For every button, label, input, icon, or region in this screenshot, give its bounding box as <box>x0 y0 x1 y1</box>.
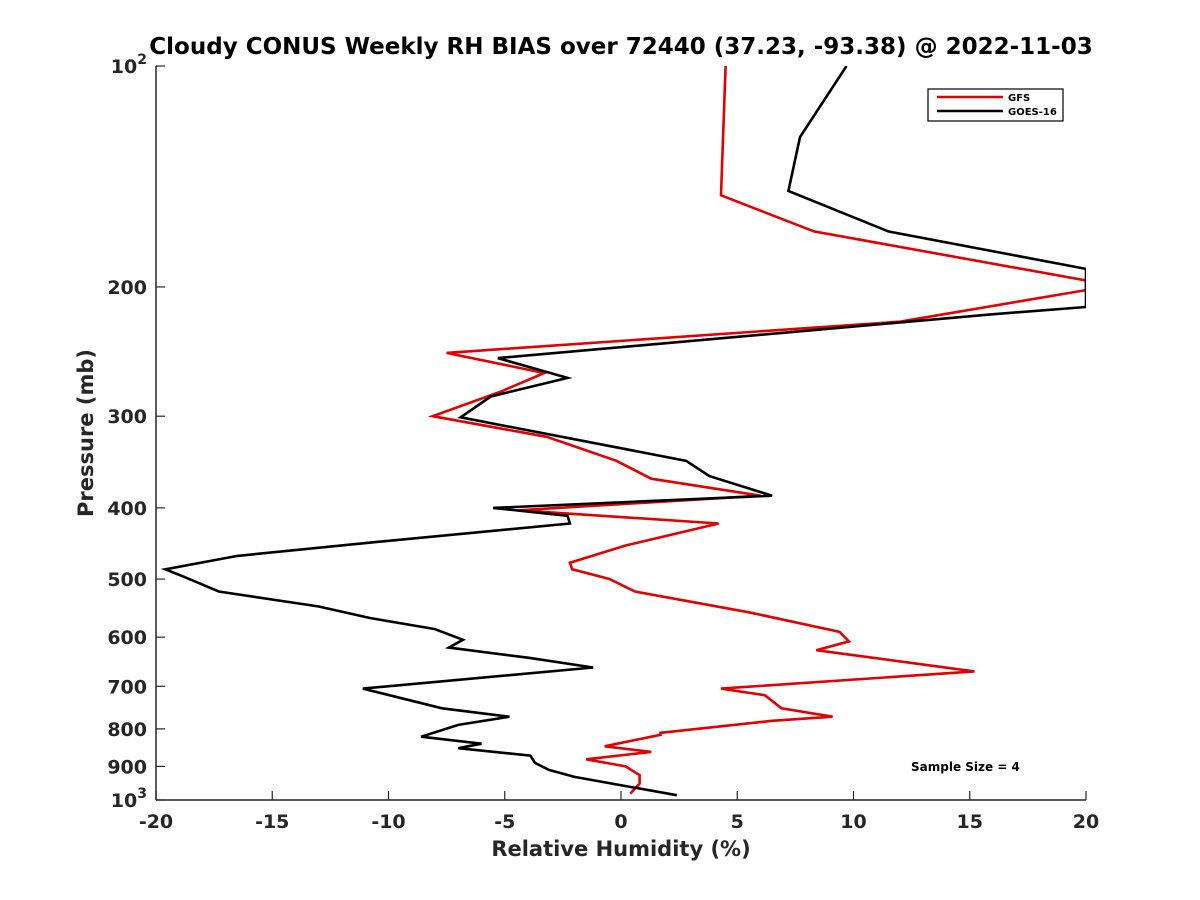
y-ticks: 102 200 300 400 500 600 700 800 900 103 <box>107 52 165 812</box>
x-tick-label: -20 <box>139 811 173 833</box>
y-axis-label: Pressure (mb) <box>74 349 98 517</box>
y-tick-label: 300 <box>107 406 147 428</box>
legend-label-gfs: GFS <box>1008 93 1030 104</box>
series-line-goes16 <box>160 66 1086 797</box>
y-tick-label: 200 <box>107 277 147 299</box>
series-layer <box>160 66 1086 797</box>
y-tick-label: 600 <box>107 627 147 649</box>
x-tick-label: 0 <box>614 811 627 833</box>
x-tick-label: -15 <box>255 811 289 833</box>
x-ticks: -20 -15 -10 -5 0 5 10 15 20 <box>139 791 1099 833</box>
x-tick-label: -5 <box>494 811 515 833</box>
chart-title: Cloudy CONUS Weekly RH BIAS over 72440 (… <box>149 34 1092 60</box>
x-tick-label: 10 <box>840 811 866 833</box>
series-line-gfs <box>427 66 1086 795</box>
y-tick-label: 102 <box>111 52 147 78</box>
x-tick-label: 15 <box>957 811 983 833</box>
y-tick-label: 500 <box>107 569 147 591</box>
sample-size-annotation: Sample Size = 4 <box>911 760 1020 774</box>
y-tick-label: 400 <box>107 498 147 520</box>
legend: GFS GOES-16 <box>927 88 1064 122</box>
y-tick-label: 800 <box>107 719 147 741</box>
x-axis-label: Relative Humidity (%) <box>491 837 750 861</box>
x-tick-label: 5 <box>731 811 744 833</box>
y-tick-label: 103 <box>111 786 147 812</box>
legend-box <box>927 88 1064 122</box>
y-tick-label: 900 <box>107 756 147 778</box>
plot-area <box>156 66 1086 800</box>
x-tick-label: -10 <box>371 811 405 833</box>
y-tick-label: 700 <box>107 676 147 698</box>
x-tick-label: 20 <box>1073 811 1099 833</box>
legend-label-goes16: GOES-16 <box>1008 107 1057 118</box>
